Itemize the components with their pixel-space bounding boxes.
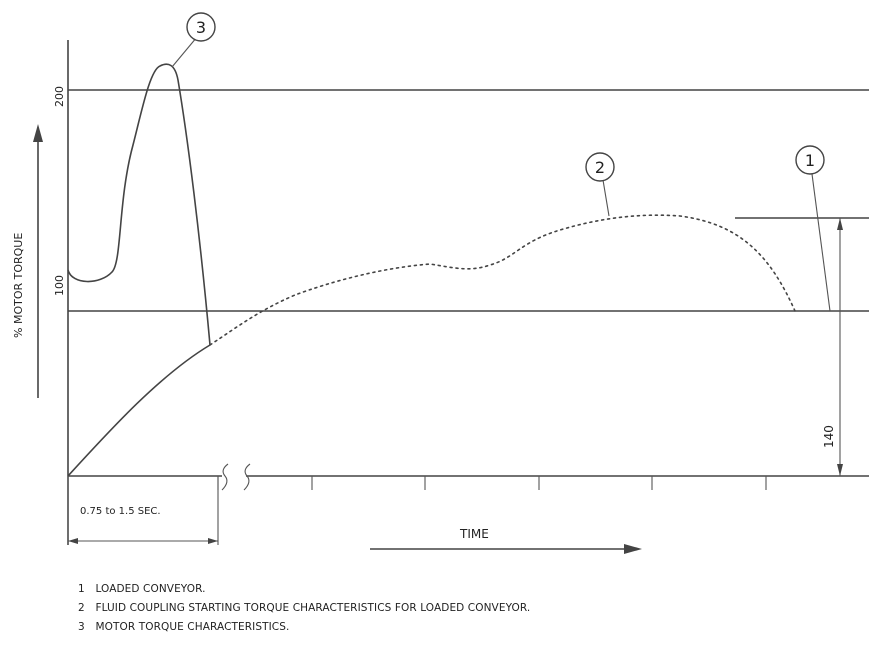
motor-torque-curve — [67, 63, 211, 346]
dimension-140-label: 140 — [822, 425, 836, 448]
y-label-arrow-head — [33, 124, 43, 142]
legend-item: 2 FLUID COUPLING STARTING TORQUE CHARACT… — [78, 599, 530, 618]
time-arrow-head — [624, 544, 642, 554]
axis-break-right — [243, 463, 251, 491]
interval-arrow-left — [68, 538, 78, 544]
callout-3-circle — [186, 12, 216, 42]
axis-break-left — [221, 463, 229, 491]
callout-1-circle — [795, 145, 825, 175]
legend-number: 1 — [78, 583, 85, 595]
interval-label: 0.75 to 1.5 SEC. — [80, 506, 161, 517]
legend-text: MOTOR TORQUE CHARACTERISTICS. — [95, 621, 290, 633]
legend-text: LOADED CONVEYOR. — [95, 583, 206, 595]
x-axis-label: TIME — [459, 527, 489, 541]
callout-2-circle — [585, 152, 615, 182]
dimension-arrow-top — [837, 218, 843, 230]
callout-2-leader — [602, 179, 610, 217]
legend-number: 3 — [78, 621, 85, 633]
interval-arrow-right — [208, 538, 218, 544]
legend-item: 1 LOADED CONVEYOR. — [78, 580, 530, 599]
dimension-arrow-bottom — [837, 464, 843, 476]
y-tick-100: 100 — [53, 275, 66, 296]
callout-3-leader — [171, 36, 198, 68]
callout-3-label: 3 — [196, 18, 206, 37]
coupling-curve-solid — [67, 344, 211, 477]
legend: 1 LOADED CONVEYOR. 2 FLUID COUPLING STAR… — [78, 580, 530, 637]
y-axis-label: % MOTOR TORQUE — [12, 233, 25, 338]
fluid-coupling-curve — [209, 214, 796, 346]
callout-1-leader — [811, 173, 831, 312]
callout-2-label: 2 — [595, 158, 605, 177]
callout-1-label: 1 — [805, 151, 815, 170]
y-tick-200: 200 — [53, 86, 66, 107]
legend-item: 3 MOTOR TORQUE CHARACTERISTICS. — [78, 618, 530, 637]
legend-number: 2 — [78, 602, 85, 614]
legend-text: FLUID COUPLING STARTING TORQUE CHARACTER… — [95, 602, 531, 614]
